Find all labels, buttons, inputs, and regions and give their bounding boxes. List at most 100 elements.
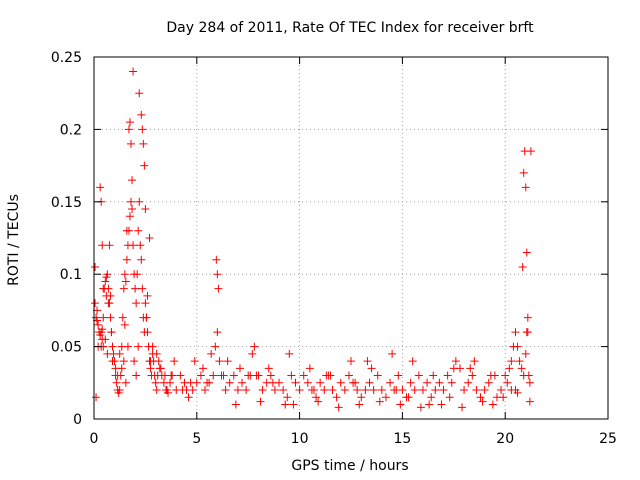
data-point bbox=[340, 386, 349, 395]
data-point bbox=[347, 357, 355, 366]
data-point bbox=[125, 212, 134, 221]
data-point bbox=[105, 241, 114, 250]
data-point bbox=[117, 364, 126, 373]
data-point bbox=[470, 357, 479, 366]
data-point bbox=[123, 342, 132, 351]
data-point bbox=[439, 386, 448, 395]
data-point bbox=[285, 349, 294, 358]
data-point bbox=[229, 371, 238, 380]
data-point bbox=[344, 371, 353, 380]
data-point bbox=[219, 371, 228, 380]
data-point bbox=[186, 378, 195, 387]
data-point bbox=[314, 397, 323, 406]
data-point bbox=[264, 364, 273, 373]
data-point bbox=[170, 357, 179, 366]
data-point bbox=[143, 328, 152, 337]
data-point bbox=[119, 357, 128, 366]
data-point bbox=[112, 378, 121, 387]
data-point bbox=[178, 386, 187, 395]
data-point bbox=[523, 328, 532, 337]
data-point bbox=[128, 176, 137, 185]
data-point bbox=[152, 386, 161, 395]
data-point bbox=[146, 364, 155, 373]
x-tick-label: 25 bbox=[599, 431, 617, 447]
data-point bbox=[98, 241, 107, 250]
data-point bbox=[501, 371, 510, 380]
data-point bbox=[322, 371, 331, 380]
x-axis-label: GPS time / hours bbox=[291, 458, 408, 474]
data-point bbox=[115, 386, 124, 395]
data-point bbox=[268, 378, 277, 387]
data-point bbox=[381, 393, 390, 402]
data-point bbox=[521, 349, 530, 358]
data-point bbox=[135, 197, 144, 206]
data-point bbox=[176, 371, 185, 380]
data-point bbox=[519, 168, 528, 177]
data-point bbox=[248, 349, 257, 358]
data-point bbox=[451, 357, 460, 366]
data-point bbox=[118, 313, 127, 322]
data-point bbox=[525, 397, 534, 406]
data-point bbox=[521, 183, 530, 192]
data-point bbox=[106, 291, 115, 300]
data-point bbox=[252, 371, 261, 380]
data-point bbox=[162, 386, 171, 395]
data-point bbox=[394, 371, 403, 380]
data-point bbox=[91, 262, 100, 271]
data-point bbox=[429, 371, 438, 380]
data-point bbox=[408, 357, 417, 366]
y-tick-label: 0.05 bbox=[51, 340, 82, 356]
x-tick-label: 20 bbox=[496, 431, 514, 447]
data-point bbox=[468, 371, 477, 380]
data-point bbox=[207, 349, 216, 358]
data-point bbox=[312, 393, 321, 402]
data-point bbox=[215, 357, 224, 366]
data-point bbox=[361, 386, 370, 395]
data-point bbox=[136, 241, 145, 250]
data-point bbox=[515, 357, 524, 366]
data-point bbox=[250, 342, 259, 351]
data-point bbox=[108, 342, 117, 351]
data-point bbox=[152, 349, 161, 358]
x-tick-label: 5 bbox=[192, 431, 201, 447]
axis-ticks: 0 5 10 15 20 25 0 0.05 0.1 0.15 0.2 0.25 bbox=[51, 50, 617, 447]
data-point bbox=[99, 284, 108, 293]
data-point bbox=[184, 393, 193, 402]
data-point bbox=[449, 364, 458, 373]
data-point bbox=[513, 388, 522, 397]
data-point bbox=[138, 284, 147, 293]
data-point bbox=[242, 386, 251, 395]
data-point bbox=[281, 400, 290, 409]
data-point bbox=[214, 284, 223, 293]
data-point bbox=[129, 67, 138, 76]
data-point bbox=[303, 378, 312, 387]
data-point bbox=[332, 393, 341, 402]
data-point bbox=[156, 364, 165, 373]
x-tick-label: 0 bbox=[90, 431, 99, 447]
data-point bbox=[133, 270, 142, 279]
data-point bbox=[488, 400, 497, 409]
data-point bbox=[196, 371, 205, 380]
x-tick-label: 10 bbox=[291, 431, 309, 447]
data-point bbox=[141, 205, 150, 214]
y-tick-label: 0.2 bbox=[60, 122, 82, 138]
data-point bbox=[190, 357, 199, 366]
data-point bbox=[137, 255, 146, 264]
data-point bbox=[336, 378, 345, 387]
data-point bbox=[213, 328, 222, 337]
data-point bbox=[142, 313, 151, 322]
data-point bbox=[367, 364, 376, 373]
data-point bbox=[120, 270, 129, 279]
data-point bbox=[524, 371, 533, 380]
data-point bbox=[124, 125, 133, 134]
data-point bbox=[445, 393, 454, 402]
data-point bbox=[386, 378, 395, 387]
data-point bbox=[435, 378, 444, 387]
data-point bbox=[373, 371, 382, 380]
data-point bbox=[121, 378, 130, 387]
data-point bbox=[107, 328, 116, 337]
data-point bbox=[289, 400, 298, 409]
data-point bbox=[295, 386, 304, 395]
data-point bbox=[115, 349, 124, 358]
data-point bbox=[91, 299, 100, 308]
